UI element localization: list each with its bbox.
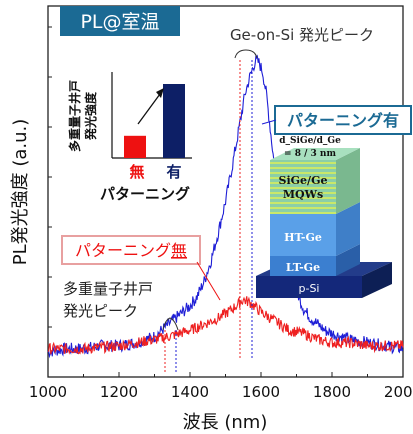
unpatterned-label-main: パターニング: [75, 241, 171, 260]
mqw-annotation-line1: 多重量子井戸: [63, 280, 153, 298]
x-tick-label: 1000: [29, 383, 67, 401]
ratio-line2: = 8 / 3 nm: [284, 149, 336, 159]
psi-side: [362, 262, 392, 298]
ratio-line1: d_SiGe/d_Ge: [279, 136, 341, 146]
peak-annotation: Ge-on-Si 発光ピーク: [230, 26, 374, 44]
unpatterned-label: パターニング無: [75, 241, 187, 260]
mqw-stripe: [270, 197, 336, 199]
y-axis-ticks: [48, 26, 52, 328]
ltge-front: [270, 256, 336, 276]
psi-front: [256, 276, 362, 298]
x-axis-label: 波長 (nm): [183, 412, 268, 433]
mqw-stripe: [270, 207, 336, 209]
mqw-bracket: [162, 317, 179, 331]
x-tick-label: 1200: [100, 383, 138, 401]
mqw-stripe: [270, 212, 336, 214]
patterned-label-box: [274, 105, 412, 135]
mqw-side: [336, 148, 360, 214]
mqw-stripe: [270, 172, 336, 174]
inset-ylabel-line2: 発光強度: [83, 91, 98, 141]
inset-bar-unpatterned: [124, 135, 146, 158]
layer-ltge: LT-Ge: [286, 261, 320, 274]
x-tick-label: 2000: [384, 383, 413, 401]
mqw-stripe: [270, 192, 336, 194]
patterned-label: パターニング有: [287, 111, 399, 130]
mqw-top: [270, 148, 360, 160]
unpatterned-label-accent: 無: [171, 241, 187, 260]
htge-side: [336, 202, 360, 256]
mqw-annotation-line2: 発光ピーク: [63, 302, 138, 320]
mqw-stripe: [270, 177, 336, 179]
series-line-unpatterned: [47, 296, 404, 355]
x-tick-label: 1400: [171, 383, 209, 401]
unpatterned-arrow: [196, 261, 221, 301]
mqw-stripe: [270, 162, 336, 164]
layer-sige-ge: SiGe/Ge: [279, 174, 328, 187]
x-tick-label: 1600: [242, 383, 280, 401]
inset-arrow-head: [156, 88, 164, 98]
inset-trend-arrow: [137, 93, 161, 125]
layer-mqws: MQWs: [283, 188, 323, 201]
mqw-stripe: [270, 187, 336, 189]
layer-htge: HT-Ge: [284, 231, 322, 244]
x-axis-ticks: 1000 1200 1400 1600 1800 2000: [29, 372, 413, 401]
layer-structure-diagram: p-Si LT-Ge HT-Ge SiGe/Ge MQWs d_SiGe/d_G…: [256, 136, 392, 298]
unpatterned-label-box: [61, 235, 201, 265]
inset-ylabel-line1: 多重量子井戸: [67, 80, 82, 152]
mqw-stripes: [270, 162, 336, 214]
x-tick-label: 1800: [313, 383, 351, 401]
inset-category-1: 有: [166, 163, 181, 181]
inset-bar-patterned: [163, 84, 185, 158]
htge-front: [270, 214, 336, 256]
layer-psi: p-Si: [299, 282, 320, 295]
title-box: [60, 6, 180, 36]
y-axis-label: PL発光強度 (a.u.): [10, 119, 31, 266]
inset-category-0: 無: [129, 163, 144, 181]
mqw-stripe: [270, 182, 336, 184]
chart-title: PL@室温: [80, 11, 159, 33]
patterned-arrow: [261, 119, 277, 125]
inset-xlabel: パターニング: [100, 185, 190, 203]
mqw-stripe: [270, 167, 336, 169]
series-group: [47, 54, 404, 359]
peak-bracket: [234, 49, 258, 59]
series-line-patterned: [47, 54, 404, 359]
mqw-stripe: [270, 202, 336, 204]
inset-bar-chart: 多重量子井戸 発光強度 無 有 パターニング: [62, 62, 192, 203]
ltge-side: [336, 244, 360, 276]
